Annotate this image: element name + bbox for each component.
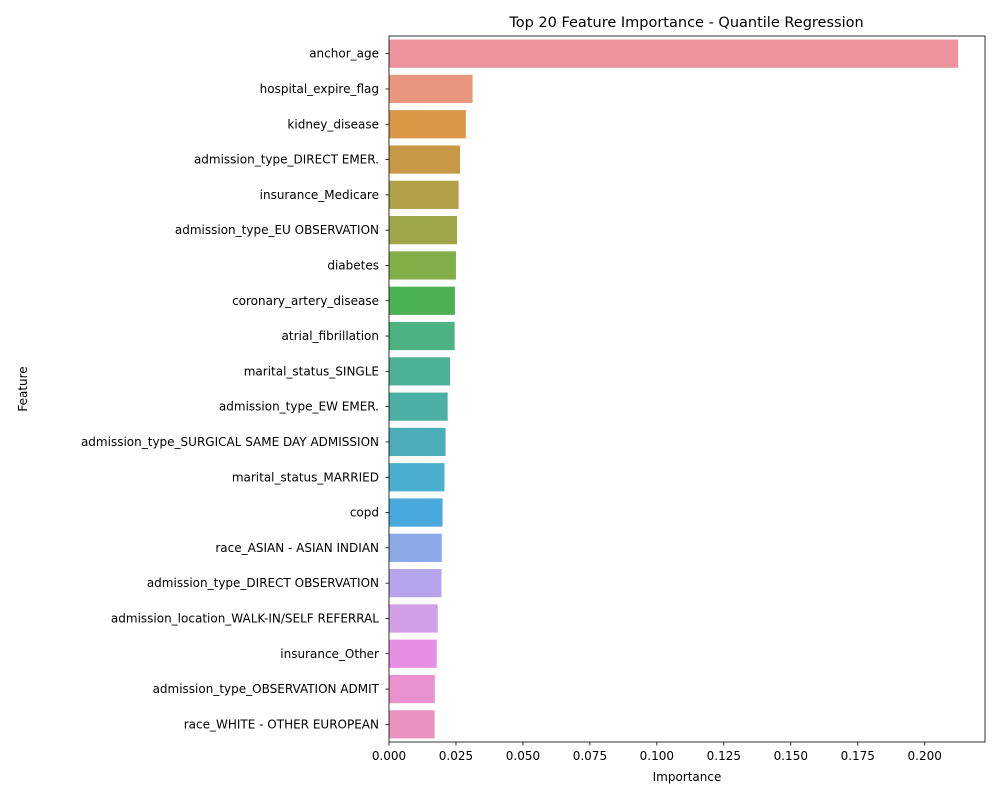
x-tick-label: 0.125 [707, 749, 741, 763]
x-tick-label: 0.075 [573, 749, 607, 763]
y-tick-label: marital_status_SINGLE [244, 364, 379, 378]
bar-14 [389, 533, 442, 562]
x-tick-label: 0.100 [640, 749, 674, 763]
plot-frame [388, 35, 986, 743]
y-tick-label: race_WHITE - OTHER EUROPEAN [184, 717, 379, 731]
bar-6 [389, 251, 456, 280]
y-tick-label: kidney_disease [287, 117, 379, 131]
y-tick-label: insurance_Other [280, 647, 379, 661]
bars-group [389, 39, 959, 739]
y-tick-labels: anchor_age hospital_expire_flag kidney_dis… [81, 47, 389, 731]
x-tick-label: 0.200 [908, 749, 942, 763]
bar-17 [389, 639, 437, 668]
bar-15 [389, 569, 442, 598]
x-tick-label: 0.150 [774, 749, 808, 763]
bar-19 [389, 710, 435, 739]
bar-8 [389, 321, 455, 351]
y-tick-label: diabetes [327, 258, 379, 272]
bar-2 [389, 110, 466, 139]
bar-10 [389, 392, 448, 421]
bar-12 [389, 463, 445, 492]
x-tick-label: 0.175 [841, 749, 875, 763]
bar-5 [389, 216, 458, 245]
y-tick-label: admission_type_EW EMER. [219, 400, 379, 414]
y-tick-label: atrial_fibrillation [282, 329, 379, 343]
y-tick-label: coronary_artery_disease [232, 294, 379, 308]
bar-18 [389, 674, 435, 704]
y-tick-label: admission_type_DIRECT EMER. [194, 153, 379, 167]
y-tick-label: anchor_age [309, 47, 379, 61]
x-ticks: 0.000 0.025 0.050 0.075 0.100 0.125 0.150 0.175… [372, 742, 942, 763]
bar-3 [389, 145, 460, 174]
y-tick-label: race_ASIAN - ASIAN INDIAN [215, 541, 379, 555]
y-axis-label: Feature [16, 366, 30, 411]
bar-4 [389, 180, 459, 209]
chart-title: Top 20 Feature Importance - Quantile Reg… [508, 15, 863, 31]
bar-13 [389, 498, 443, 527]
y-tick-label: admission_type_OBSERVATION ADMIT [153, 682, 380, 696]
y-tick-label: admission_location_WALK-IN/SELF REFERRAL [111, 611, 379, 625]
y-tick-label: admission_type_EU OBSERVATION [175, 223, 379, 237]
x-tick-label: 0.025 [439, 749, 473, 763]
y-tick-label: admission_type_SURGICAL SAME DAY ADMISSI… [81, 435, 379, 449]
x-tick-label: 0.000 [372, 749, 406, 763]
y-tick-label: insurance_Medicare [260, 188, 379, 202]
y-tick-label: hospital_expire_flag [260, 82, 379, 96]
bar-9 [389, 357, 451, 386]
y-tick-label: copd [350, 506, 379, 520]
bar-11 [389, 427, 446, 457]
x-axis-label: Importance [653, 770, 722, 784]
bar-16 [389, 604, 438, 633]
x-tick-label: 0.050 [506, 749, 540, 763]
y-tick-label: admission_type_DIRECT OBSERVATION [147, 576, 379, 590]
y-tick-label: marital_status_MARRIED [232, 470, 379, 484]
bar-7 [389, 286, 455, 315]
bar-1 [389, 74, 473, 104]
bar-0 [389, 39, 959, 68]
